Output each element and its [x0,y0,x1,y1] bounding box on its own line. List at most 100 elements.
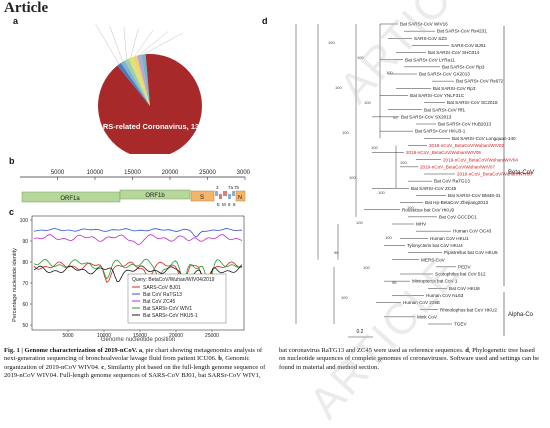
tree-taxon: Bat SARSr-CoV WIV16 [400,22,448,27]
tree-taxon: Human CoV OC43 [453,229,492,234]
bootstrap-value: 96 [334,250,339,255]
genome-tick-label: 30000 [237,170,250,176]
tree-taxon: Bat SARSr-CoV BM48-31 [448,193,501,198]
sim-ytick-label: 60 [22,302,28,308]
similarity-plot: Percentage nucleotide identity 100 90 80 70… [12,215,245,343]
pie-leader-0 [95,23,120,65]
alpha-clade-label: Alpha-Co [508,312,534,318]
m-block [223,191,227,196]
legend-entry: Bat CoV ZC45 [143,299,175,305]
tree-taxon: Human CoV NL63 [426,293,464,298]
pie-slice-3 [128,56,150,106]
genome-tick-label: 25000 [199,170,216,176]
pie-leader-3 [130,28,139,58]
pie-leader-1 [109,25,123,62]
tree-taxon: Human CoV HKU1 [430,236,469,241]
genome-tick-label: 20000 [162,170,179,176]
tree-taxon: Miniopterus bat CoV 1 [412,279,458,284]
pie-slice-4 [132,55,150,106]
tree-taxon: Bat SARSr-CoV LYRa11 [405,57,455,62]
bootstrap-value: 100 [328,40,335,45]
pie-leader-2 [123,26,127,60]
tree-taxon: Bat SARSr-CoV SC2018 [447,100,498,105]
tree-taxon: Bat SARSr-CoV HKU3-1 [415,129,466,134]
orf1b-label: ORF1b [145,193,165,199]
tree-taxon: Bat CoV HKU8 [449,286,480,291]
pie-slice-6 [141,54,150,106]
pie-slice-2 [124,58,150,106]
pie-slice-5 [136,54,150,106]
tree-taxon: Bat SARSr-CoV HuB2013 [438,122,492,127]
figure-caption-left: Fig. 1 | Genome characterization of 2019… [4,347,266,380]
bootstrap-value: 100 [364,100,371,105]
tree-taxon-highlight: 2019-nCoV_BetaCoV/Wuhan/WIV04 [443,157,518,162]
bootstrap-value: 100 [363,265,370,270]
tree-taxon: Bat SARSr-CoV SHC014 [428,50,480,55]
tree-taxon: Bat SARSr-CoV GX2013 [419,72,470,77]
panel-label-d: d [262,16,268,26]
tree-taxon: Bat SARSr-CoV SX2013 [401,114,452,119]
bootstrap-value: 96 [392,280,397,285]
tree-taxon: Bat SARSr-CoV Rf1 [424,107,466,112]
genome-map: 5000 10000 15000 20000 25000 30000 ORF1a ORF1… [20,170,250,207]
caption-title: Fig. 1 | Genome characterization of 2019… [4,347,138,354]
tree-taxon: Tylonycteris bat CoV HKU4 [407,243,463,248]
bootstrap-value: 100 [385,235,392,240]
bootstrap-value: 100 [407,205,414,210]
tree-taxon: Bat Hp-BetaCoV Zhejiang2013 [425,200,489,205]
scale-label: 0.2 [357,329,364,335]
pie-leader-4 [134,29,154,57]
tree-taxon: Mink CoV [417,314,438,319]
s-label: S [200,195,204,201]
orf1a-label: ORF1a [60,196,80,202]
sim-ytick-label: 90 [22,239,28,245]
tree-taxon: SARS-CoV SZ3 [414,36,447,41]
bootstrap-value: 99 [393,115,398,120]
legend-entry: Bat SARSr-CoV HKU5-1 [143,313,198,319]
panel-label-a: a [13,16,19,26]
genome-tick-label: 10000 [87,170,104,176]
orf8-label: 8 [233,202,236,207]
tree-taxon: Bat SARSr-CoV YNLF31C [410,93,465,98]
genome-tick-label: 15000 [124,170,141,176]
sim-series-line [33,234,243,246]
tree-taxon: Bat SARSr-CoV Rp3 [442,64,485,69]
tree-taxon: SARS-CoV BJ01 [451,43,486,48]
tree-taxon: Bat SARSr-CoV ZC45 [411,186,457,191]
tree-taxon: Bat SARSr-CoV Rp3 [433,86,476,91]
orf3-label: 3 [216,185,219,190]
tree-taxon: Rhinolophus bat CoV HKU2 [440,307,497,312]
e-label: E [217,202,220,207]
pie-slice-main [98,54,202,154]
sim-xtick-label: 10000 [97,333,111,339]
orf3-block [215,191,218,196]
bootstrap-value: 100 [357,55,364,60]
orf6-label: 6 [228,202,231,207]
tree-taxon: Bat SARSr-CoV Rs672 [456,79,504,84]
tree-taxon: MHV [416,222,427,227]
tree-taxon: MERS-CoV [421,257,446,262]
bootstrap-value: 100 [341,295,348,300]
tree-taxon: Bat SARSr-CoV Longquan-140 [452,136,516,141]
tree-taxon-highlight: 2019-nCoV_BetaCoV/Wuhan/WIV07 [420,164,495,169]
legend-entry: Bat CoV RaTG13 [143,292,182,298]
n-block [235,190,246,202]
tree-taxon: Bat SARSr-CoV Rs4231 [437,29,487,34]
pie-slice-0 [117,62,150,106]
beta-clade-label: Beta-CoV [508,170,534,176]
bootstrap-value: 100 [356,220,363,225]
bootstrap-value: 100 [335,85,342,90]
bootstrap-value: 100 [349,175,356,180]
bootstrap-value: 100 [371,145,378,150]
phylogenetic-tree: Bat SARSr-CoV WIV16 Bat SARSr-CoV Rs4231 S… [295,22,534,338]
tree-taxon-highlight: 2019-nCoV_BetaCoV/Wuhan/WIV05 [406,150,481,155]
bootstrap-value: 100 [400,160,407,165]
sim-series-line [33,228,243,238]
tree-taxon: Human CoV 229E [403,300,440,305]
orf6-block [228,194,231,199]
tree-taxon-highlight: 2019-nCoV_BetaCoV/Wuhan/WIV06 [457,172,532,177]
page-header: Article [4,0,49,16]
legend-entry: SARS-CoV BJ01 [143,285,181,291]
sim-ytick-label: 80 [22,260,28,266]
sim-ytick-label: 70 [22,281,28,287]
